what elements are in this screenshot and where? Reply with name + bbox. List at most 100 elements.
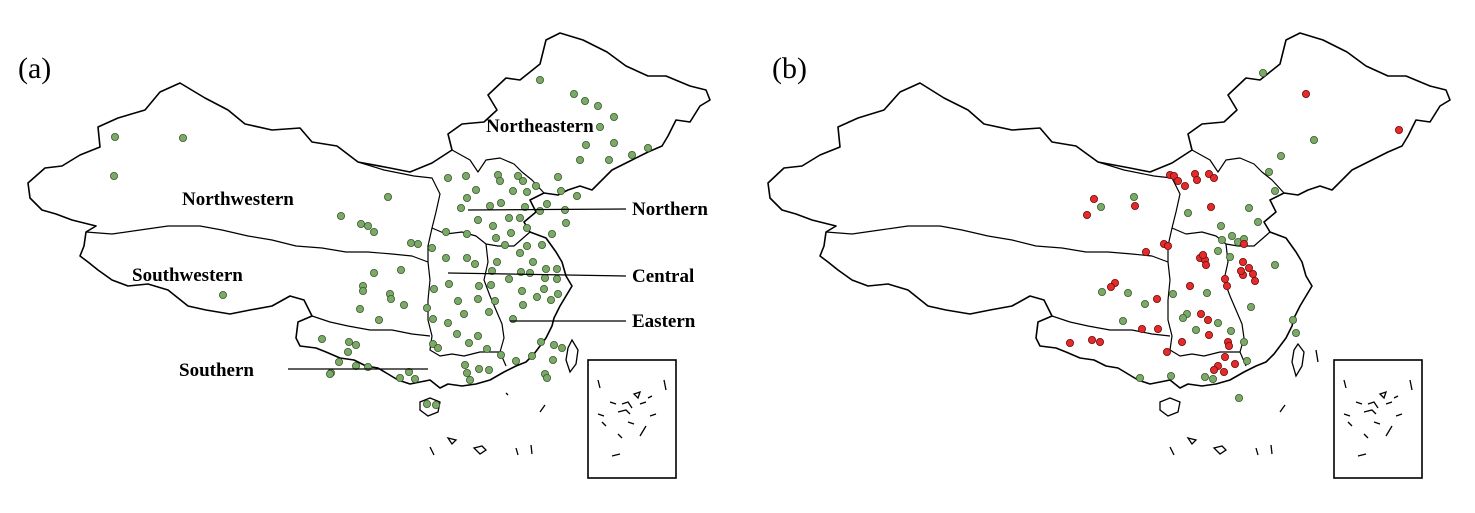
site-marker-red [1220,274,1229,283]
site-marker-green [1259,69,1268,78]
region-boundary-southwest-central [427,261,500,357]
site-marker-green [484,365,493,374]
site-marker-green [484,307,493,316]
site-marker-green [514,171,523,180]
site-marker-green [1254,217,1263,226]
site-marker-green [529,257,538,266]
site-marker-green [1246,302,1255,311]
site-marker-green [460,360,469,369]
site-marker-green [1227,231,1236,240]
site-marker-green [1123,288,1132,297]
site-marker-green [462,229,471,238]
site-marker-red [1201,260,1210,269]
site-marker-green [464,338,473,347]
site-marker-green [516,213,525,222]
site-marker-red [1177,337,1186,346]
region-boundary-northwest-north [357,161,441,262]
site-marker-green [536,76,545,85]
site-marker-green [431,400,440,409]
island-dash [1169,446,1175,456]
island-dash [1212,445,1228,455]
island-dash [539,404,546,413]
site-marker-green [550,340,559,349]
site-marker-green [486,280,495,289]
island-dash [1255,447,1259,456]
site-marker-green [1166,371,1175,380]
site-marker-green [358,286,367,295]
site-marker-green [543,373,552,382]
region-label-eastern: Eastern [632,311,696,332]
site-marker-green [541,273,550,282]
site-marker-green [533,292,542,301]
site-marker-green [396,265,405,274]
site-marker-red [1203,315,1212,324]
site-marker-green [1242,356,1251,365]
site-marker-green [474,281,483,290]
site-marker-green [1226,326,1235,335]
site-marker-green [573,191,582,200]
site-marker-green [399,300,408,309]
site-marker-green [532,181,541,190]
site-marker-green [610,113,619,122]
site-marker-green [1129,192,1138,201]
region-boundary-southwest-south [1051,315,1171,337]
site-marker-red [1137,324,1146,333]
site-marker-green [374,315,383,324]
site-marker-green [492,257,501,266]
site-marker-green [1292,328,1301,337]
site-marker-green [526,268,535,277]
site-marker-green [504,274,513,283]
site-marker-green [570,90,579,99]
site-marker-green [582,140,591,149]
site-marker-green [496,198,505,207]
site-marker-green [628,150,637,159]
site-marker-green [1213,246,1222,255]
site-marker-green [1183,208,1192,217]
site-marker-red [1130,201,1139,210]
site-marker-green [537,337,546,346]
site-marker-red [1220,352,1229,361]
site-marker-green [395,373,404,382]
site-marker-green [548,229,557,238]
site-marker-red [1204,330,1213,339]
site-marker-green [369,227,378,236]
china-outline [767,32,1451,389]
site-marker-green [1208,374,1217,383]
site-marker-green [547,295,556,304]
site-marker-red [1302,90,1311,99]
site-marker-green [523,241,532,250]
site-marker-green [523,187,532,196]
site-marker-green [470,259,479,268]
site-marker-green [491,233,500,242]
island-dash [1186,436,1198,446]
site-marker-green [383,192,392,201]
site-marker-green [553,264,562,273]
site-marker-green [504,213,513,222]
site-marker-green [410,374,419,383]
site-marker-green [474,364,483,373]
site-marker-green [413,239,422,248]
site-marker-red [1185,281,1194,290]
site-marker-green [506,228,515,237]
site-marker-green [111,132,120,141]
site-marker-red [1251,276,1260,285]
site-marker-red [1162,347,1171,356]
site-marker-green [490,296,499,305]
site-marker-red [1065,338,1074,347]
site-marker-green [452,329,461,338]
site-marker-red [1196,309,1205,318]
region-boundary-northwest-north [1097,161,1181,262]
site-marker-green [554,289,563,298]
region-label-southern: Southern [179,360,254,381]
site-marker-green [465,375,474,384]
site-marker-red [1192,175,1201,184]
region-boundary-northwest-southwest [85,225,429,263]
region-boundary-central-east [483,243,507,367]
site-marker-red [1239,239,1248,248]
site-marker-red [1209,365,1218,374]
region-label-northwestern: Northwestern [182,189,294,210]
site-marker-green [495,176,504,185]
site-marker-green [1178,313,1187,322]
site-marker-green [519,300,528,309]
site-marker-green [444,279,453,288]
